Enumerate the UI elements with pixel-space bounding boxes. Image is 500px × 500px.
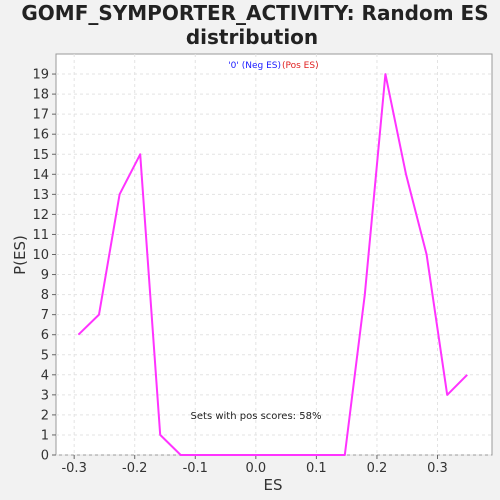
y-tick-label: 6 (41, 328, 49, 343)
x-tick-label: 0.2 (367, 461, 388, 476)
y-tick-label: 18 (32, 88, 49, 103)
series-group (77, 73, 468, 456)
y-tick-label: 8 (41, 288, 49, 303)
x-tick-label: 0.0 (245, 461, 266, 476)
legend-entry-pos: (Pos ES) (282, 61, 319, 71)
y-tick-label: 15 (32, 148, 49, 163)
y-tick-label: 19 (32, 68, 49, 83)
y-tick-label: 9 (41, 268, 49, 283)
x-tick-label: -0.3 (61, 461, 86, 476)
y-axis-label: P(ES) (11, 235, 29, 275)
y-tick-label: 2 (41, 408, 49, 423)
y-tick-label: 11 (32, 228, 49, 243)
y-tick-label: 0 (41, 449, 49, 464)
y-tick-label: 13 (32, 188, 49, 203)
x-tick-label: 0.1 (306, 461, 327, 476)
x-tick-label: -0.2 (122, 461, 147, 476)
y-tick-label: 4 (41, 368, 49, 383)
y-tick-label: 5 (41, 348, 49, 363)
x-tick-label: 0.3 (427, 461, 448, 476)
grid (56, 54, 492, 456)
x-axis-label: ES (264, 476, 283, 494)
chart-title-line1: GOMF_SYMPORTER_ACTIVITY: Random ES (21, 1, 488, 25)
y-tick-label: 12 (32, 208, 49, 223)
y-tick-label: 1 (41, 428, 49, 443)
y-tick-label: 3 (41, 388, 49, 403)
annotation-pos-scores: Sets with pos scores: 58% (191, 411, 322, 422)
legend-entry-neg: '0' (Neg ES) (228, 61, 281, 71)
x-axis-ticks: -0.3 -0.2 -0.1 0.0 0.1 0.2 0.3 (61, 455, 448, 476)
y-tick-label: 10 (32, 248, 49, 263)
chart-title-line2: distribution (186, 25, 318, 49)
y-tick-label: 14 (32, 168, 49, 183)
series-line (77, 73, 468, 456)
y-tick-label: 17 (32, 108, 49, 123)
x-tick-label: -0.1 (183, 461, 208, 476)
y-tick-label: 7 (41, 308, 49, 323)
y-tick-label: 16 (32, 128, 49, 143)
